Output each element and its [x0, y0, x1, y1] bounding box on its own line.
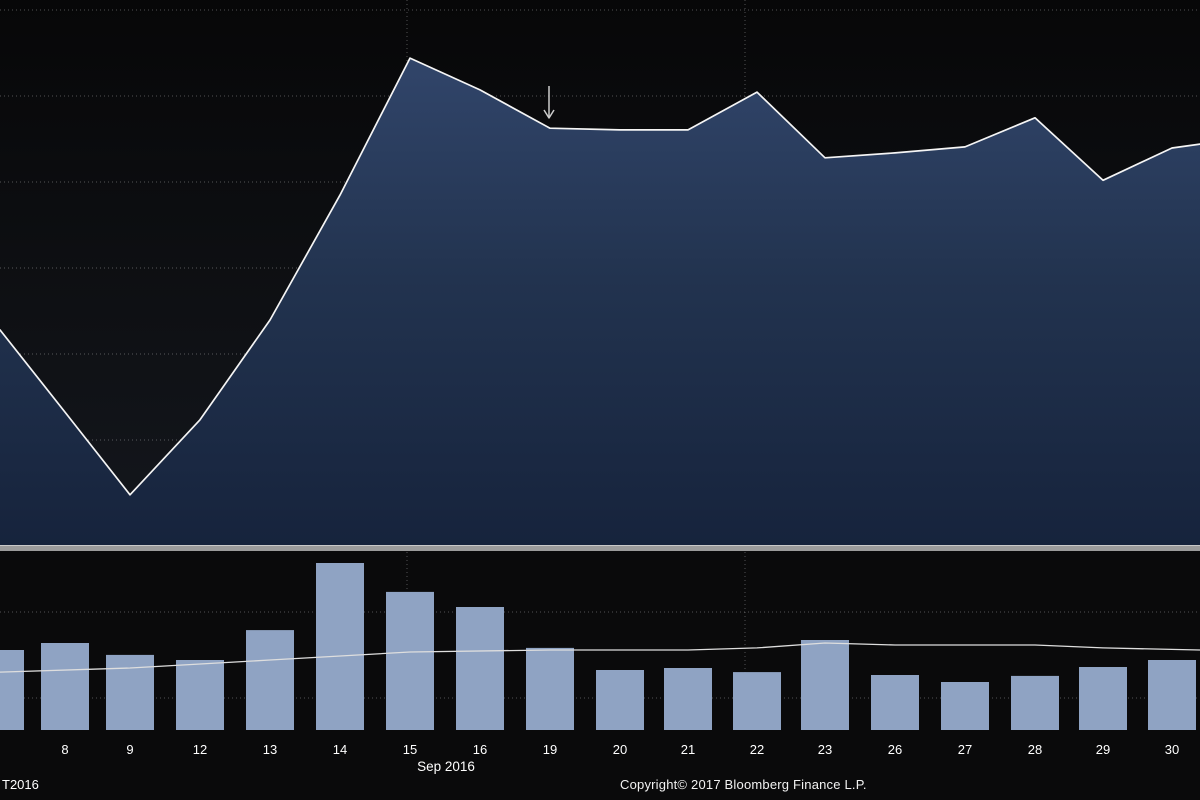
- x-axis-tick-label: 26: [888, 742, 902, 757]
- x-axis-tick-label: 13: [263, 742, 277, 757]
- x-axis-tick-label: 15: [403, 742, 417, 757]
- volume-bar: [871, 675, 919, 730]
- x-axis-tick-label: 14: [333, 742, 347, 757]
- price-line: [0, 57, 1200, 496]
- x-axis-tick-label: 23: [818, 742, 832, 757]
- x-axis-tick-label: 21: [681, 742, 695, 757]
- x-axis-tick-label: 19: [543, 742, 557, 757]
- x-axis-caption: Sep 2016: [417, 759, 475, 774]
- volume-bar: [176, 660, 224, 730]
- volume-bar: [801, 640, 849, 730]
- price-area: [0, 58, 1200, 548]
- x-axis-tick-label: 27: [958, 742, 972, 757]
- volume-bar: [1011, 675, 1059, 730]
- x-axis-tick-label: 16: [473, 742, 487, 757]
- volume-bar: [316, 563, 364, 730]
- volume-bar: [1148, 660, 1196, 730]
- volume-bar: [246, 630, 294, 730]
- x-axis-tick-label: 9: [126, 742, 133, 757]
- footer-left-text: T2016: [2, 777, 39, 792]
- volume-bar: [106, 654, 154, 730]
- annotation-down-arrow-icon: [543, 86, 555, 119]
- volume-bar: [526, 647, 574, 730]
- x-axis-tick-label: 29: [1096, 742, 1110, 757]
- x-axis-tick-label: 28: [1028, 742, 1042, 757]
- volume-bar: [664, 668, 712, 730]
- panel-divider: [0, 545, 1200, 551]
- volume-bar: [0, 650, 24, 730]
- volume-ma-line: [0, 642, 1200, 673]
- x-axis-tick-label: 22: [750, 742, 764, 757]
- volume-bar: [456, 607, 504, 730]
- x-axis-tick-label: 30: [1165, 742, 1179, 757]
- x-axis-tick-label: 8: [61, 742, 68, 757]
- x-axis-tick-label: 20: [613, 742, 627, 757]
- volume-bar: [41, 643, 89, 730]
- volume-bar: [1079, 667, 1127, 730]
- volume-bar: [386, 591, 434, 730]
- volume-bar: [733, 672, 781, 730]
- x-axis-tick-label: 12: [193, 742, 207, 757]
- copyright-text: Copyright© 2017 Bloomberg Finance L.P.: [620, 777, 867, 792]
- volume-bar: [941, 682, 989, 730]
- volume-bar: [596, 670, 644, 730]
